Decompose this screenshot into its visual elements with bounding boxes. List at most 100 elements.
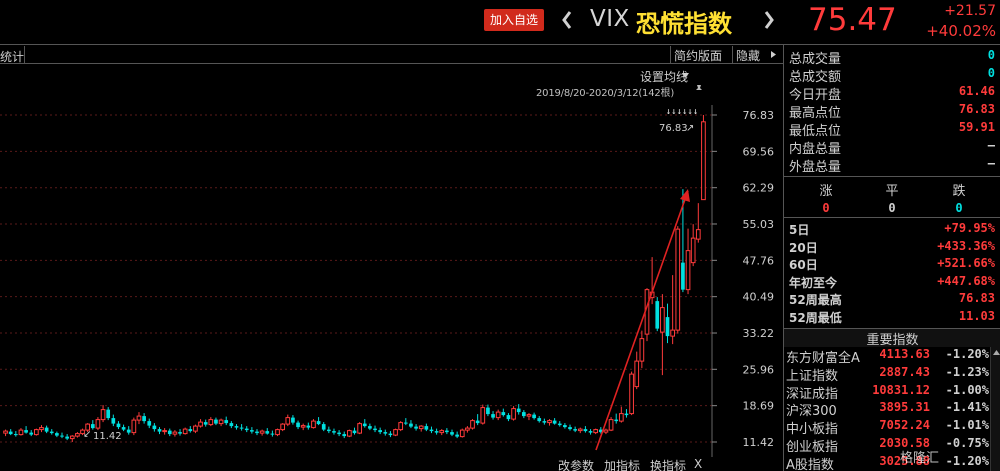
candle-body bbox=[259, 430, 265, 434]
add-to-watchlist-button[interactable]: 加入自选 bbox=[484, 9, 544, 31]
candle-body bbox=[373, 428, 377, 431]
candle bbox=[131, 417, 137, 436]
hide-panel-button[interactable]: 隐藏 bbox=[736, 49, 761, 63]
performance-row: 52周最高 76.83 bbox=[789, 291, 999, 309]
y-tick-label: 40.49 bbox=[743, 291, 775, 304]
kline-chart-panel: 统计 简约版面 隐藏 设置均线 2019/8/20-2020/3/12(142根… bbox=[0, 44, 783, 471]
index-row[interactable]: 中小板指 7052.24 -1.01% bbox=[786, 418, 989, 437]
next-symbol-button[interactable] bbox=[762, 8, 776, 32]
dropdown-arrow-icon[interactable] bbox=[682, 73, 689, 78]
candle bbox=[203, 419, 208, 427]
candle-body bbox=[178, 432, 182, 434]
candle bbox=[424, 423, 429, 432]
previous-symbol-button[interactable] bbox=[560, 8, 574, 32]
performance-label: 年初至今 bbox=[789, 275, 838, 290]
candle-body bbox=[116, 423, 121, 428]
candle-body bbox=[250, 430, 254, 432]
add-indicator-button[interactable]: 加指标 bbox=[604, 459, 641, 471]
collapse-arrow-icon[interactable] bbox=[770, 51, 777, 58]
candle bbox=[116, 421, 121, 430]
index-price: 4113.63 bbox=[879, 347, 930, 361]
index-change-pct: -1.20% bbox=[945, 453, 989, 468]
candle bbox=[152, 423, 157, 432]
candle-body bbox=[347, 430, 352, 437]
candle bbox=[429, 426, 434, 434]
index-row[interactable]: A股指数 3025.88 -1.20% bbox=[786, 454, 989, 471]
candle-body bbox=[60, 435, 64, 437]
candle-body bbox=[614, 419, 619, 422]
candle-body bbox=[629, 373, 634, 415]
candle bbox=[552, 418, 557, 425]
candle bbox=[147, 418, 152, 429]
candle bbox=[695, 203, 701, 243]
set-moving-average-button[interactable]: 设置均线 bbox=[640, 70, 689, 84]
candle bbox=[526, 413, 532, 421]
index-change-pct: -1.01% bbox=[945, 418, 989, 433]
candle-body bbox=[665, 317, 670, 337]
candle-body bbox=[670, 329, 675, 337]
candle bbox=[55, 431, 59, 438]
decline-count: 0 bbox=[955, 201, 963, 215]
candle bbox=[445, 428, 449, 435]
candlestick-chart[interactable]: 76.83 69.56 62.29 55.03 47.76 40.49 33.22 25.96… bbox=[0, 105, 783, 457]
index-row[interactable]: 沪深300 3895.31 -1.41% bbox=[786, 400, 989, 420]
quote-stat-row: 内盘总量 — bbox=[789, 138, 999, 157]
quote-info-panel: 总成交量 0 总成交额 0 今日开盘 61.46 最高点位 76.83 最低点位 59.91 内盘总… bbox=[783, 44, 1000, 471]
candle bbox=[265, 428, 270, 435]
candle-body bbox=[265, 431, 270, 434]
candle-body bbox=[80, 429, 85, 435]
scroll-up-icon[interactable] bbox=[993, 350, 1000, 355]
candle-body bbox=[439, 430, 445, 434]
candle bbox=[414, 424, 418, 431]
chevron-left-icon bbox=[562, 11, 572, 29]
candle bbox=[455, 431, 459, 439]
candle-body bbox=[577, 428, 583, 432]
statistics-tab[interactable]: 统计 bbox=[0, 50, 25, 64]
pin-icon[interactable] bbox=[694, 84, 704, 94]
symbol-name: 恐慌指数 bbox=[636, 10, 732, 38]
decline-column: 跌 0 bbox=[929, 180, 989, 215]
candle bbox=[95, 417, 101, 431]
index-row[interactable]: 深证成指 10831.12 -1.00% bbox=[786, 383, 989, 402]
candle bbox=[486, 404, 490, 417]
candle bbox=[106, 407, 111, 421]
candle bbox=[475, 414, 480, 426]
candle-body bbox=[55, 433, 59, 436]
candle-body bbox=[198, 421, 203, 427]
close-indicator-button[interactable]: X bbox=[694, 457, 703, 471]
candle-body bbox=[695, 229, 701, 240]
candle bbox=[608, 417, 614, 432]
candle bbox=[69, 435, 75, 442]
candle bbox=[100, 405, 106, 423]
index-name: 沪深300 bbox=[786, 404, 837, 420]
candle bbox=[275, 428, 280, 437]
performance-label: 60日 bbox=[789, 258, 818, 273]
performance-row: 60日 +521.66% bbox=[789, 256, 999, 274]
indices-scrollbar[interactable] bbox=[990, 347, 1000, 471]
candle bbox=[418, 425, 424, 432]
simple-layout-button[interactable]: 简约版面 bbox=[674, 49, 723, 63]
index-row[interactable]: 上证指数 2887.43 -1.23% bbox=[786, 365, 989, 384]
candles bbox=[3, 115, 706, 442]
index-name: 东方财富全A bbox=[786, 351, 860, 366]
index-row[interactable]: 创业板指 2030.58 -0.75% bbox=[786, 436, 989, 455]
switch-indicator-button[interactable]: 换指标 bbox=[650, 459, 687, 471]
candle-body bbox=[291, 417, 295, 423]
chart-toolbar: 统计 简约版面 隐藏 bbox=[0, 45, 783, 64]
candle bbox=[18, 428, 24, 436]
date-range-label: 2019/8/20-2020/3/12(142根) bbox=[536, 88, 675, 99]
chart-grid bbox=[0, 114, 712, 443]
edit-params-button[interactable]: 改参数 bbox=[558, 459, 595, 471]
flat-count: 0 bbox=[888, 201, 896, 215]
candle-body bbox=[224, 420, 229, 424]
index-row[interactable]: 东方财富全A 4113.63 -1.20% bbox=[786, 347, 989, 366]
candle bbox=[111, 414, 116, 427]
performance-value: +79.95% bbox=[944, 221, 995, 235]
major-indices-title: 重要指数 bbox=[784, 329, 1000, 348]
candle-body bbox=[218, 419, 224, 425]
candle-body bbox=[655, 301, 660, 329]
candle bbox=[491, 411, 495, 420]
candle bbox=[557, 421, 562, 427]
candle bbox=[316, 417, 321, 426]
candle bbox=[434, 428, 439, 435]
